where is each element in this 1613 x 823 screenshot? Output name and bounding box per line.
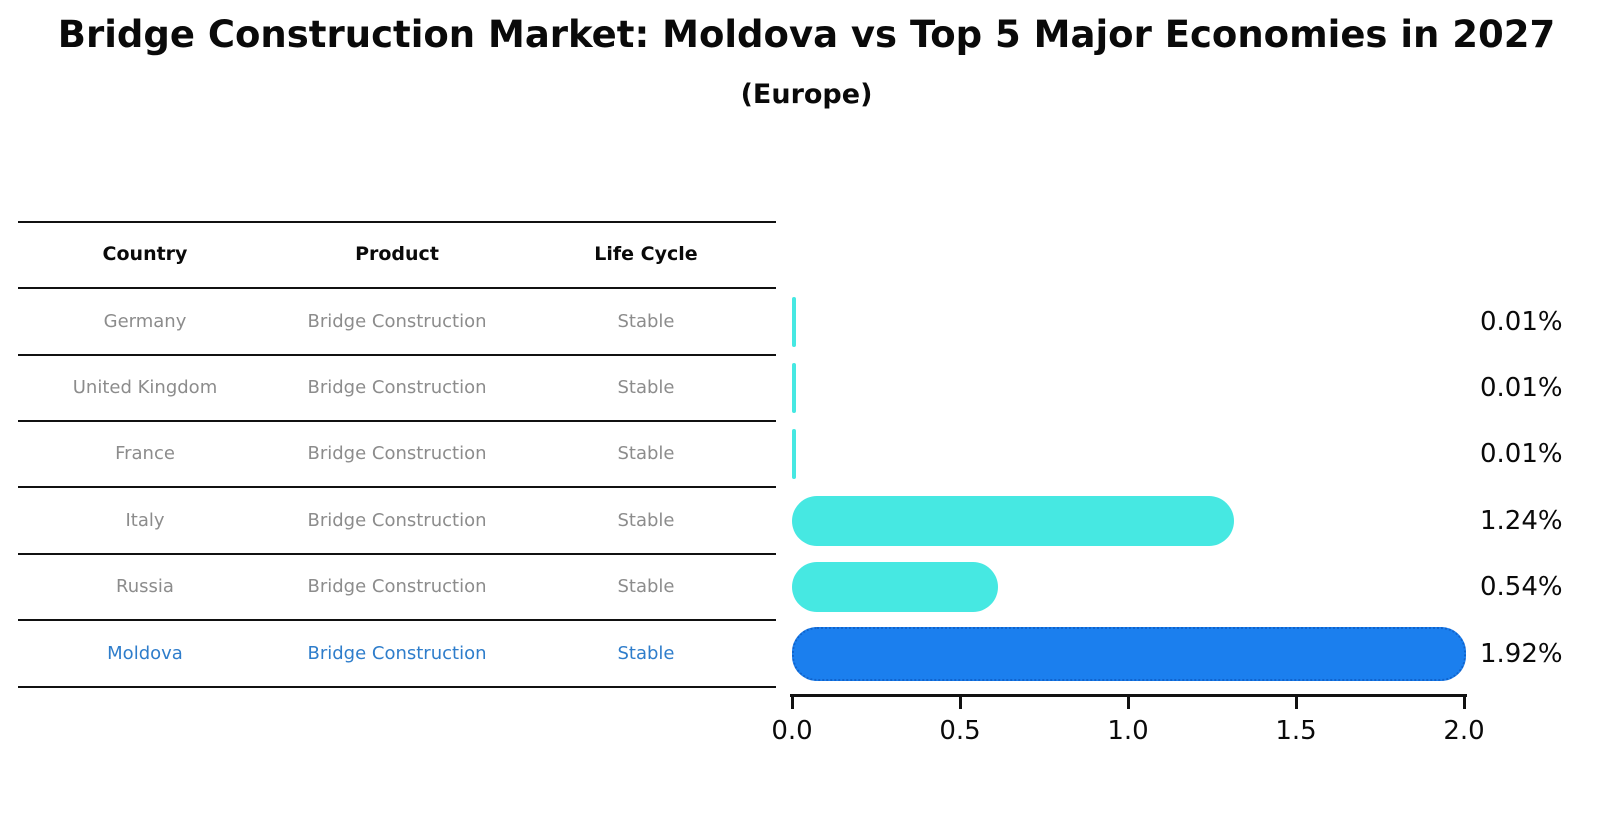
x-axis-tick-label: 1.5 (1275, 716, 1317, 746)
table-row-united-kingdom: United Kingdom Bridge Construction Stabl… (0, 355, 1613, 421)
cell-country: France (115, 443, 175, 464)
bar-value-label: 1.24% (1480, 506, 1563, 536)
table-rule (18, 619, 776, 621)
cell-life-cycle: Stable (617, 311, 675, 332)
x-axis-tick (1295, 697, 1298, 709)
bar-value-label: 0.01% (1480, 307, 1563, 337)
cell-country: Italy (125, 510, 165, 531)
cell-product: Bridge Construction (307, 377, 487, 398)
cell-country: Moldova (107, 643, 183, 664)
cell-life-cycle: Stable (617, 377, 675, 398)
x-axis-line (790, 694, 1467, 697)
table-row-moldova: Moldova Bridge Construction Stable 1.92% (0, 621, 1613, 687)
x-axis-tick-label: 0.0 (771, 716, 813, 746)
table-rule (18, 354, 776, 356)
table-rule (18, 420, 776, 422)
cell-life-cycle: Stable (617, 643, 675, 664)
bar-value-label: 0.01% (1480, 373, 1563, 403)
x-axis-tick-label: 0.5 (939, 716, 981, 746)
column-header-life-cycle: Life Cycle (594, 243, 698, 265)
table-row-france: France Bridge Construction Stable 0.01% (0, 421, 1613, 487)
bar-value-label: 0.54% (1480, 572, 1563, 602)
bar-italy (792, 496, 1234, 546)
bar-russia (792, 562, 998, 612)
cell-product: Bridge Construction (307, 510, 487, 531)
x-axis-tick (959, 697, 962, 709)
column-header-product: Product (355, 243, 439, 265)
table-header-row: Country Product Life Cycle (0, 221, 1613, 287)
cell-country: Germany (103, 311, 187, 332)
table-row-russia: Russia Bridge Construction Stable 0.54% (0, 554, 1613, 620)
bar-united-kingdom (792, 363, 796, 413)
table-row-germany: Germany Bridge Construction Stable 0.01% (0, 289, 1613, 355)
bar-value-label: 0.01% (1480, 439, 1563, 469)
x-axis-tick-label: 1.0 (1107, 716, 1149, 746)
cell-product: Bridge Construction (307, 643, 487, 664)
bar-france (792, 429, 796, 479)
cell-life-cycle: Stable (617, 576, 675, 597)
x-axis-tick (1127, 697, 1130, 709)
x-axis-tick (791, 697, 794, 709)
cell-country: United Kingdom (72, 377, 218, 398)
table-rule (18, 553, 776, 555)
cell-life-cycle: Stable (617, 443, 675, 464)
bar-moldova (792, 627, 1466, 681)
x-axis-tick-label: 2.0 (1443, 716, 1485, 746)
table-rule (18, 486, 776, 488)
x-axis-tick (1463, 697, 1466, 709)
column-header-country: Country (102, 243, 188, 265)
table-row-italy: Italy Bridge Construction Stable 1.24% (0, 488, 1613, 554)
table-rule-header (18, 287, 776, 289)
bar-germany (792, 297, 796, 347)
cell-product: Bridge Construction (307, 576, 487, 597)
table-rule-bottom (18, 686, 776, 688)
cell-life-cycle: Stable (617, 510, 675, 531)
table-rule-top (18, 221, 776, 223)
cell-product: Bridge Construction (307, 311, 487, 332)
cell-country: Russia (116, 576, 174, 597)
cell-product: Bridge Construction (307, 443, 487, 464)
chart-subtitle: (Europe) (740, 79, 873, 110)
chart-title: Bridge Construction Market: Moldova vs T… (57, 13, 1556, 56)
bar-value-label: 1.92% (1480, 639, 1563, 669)
